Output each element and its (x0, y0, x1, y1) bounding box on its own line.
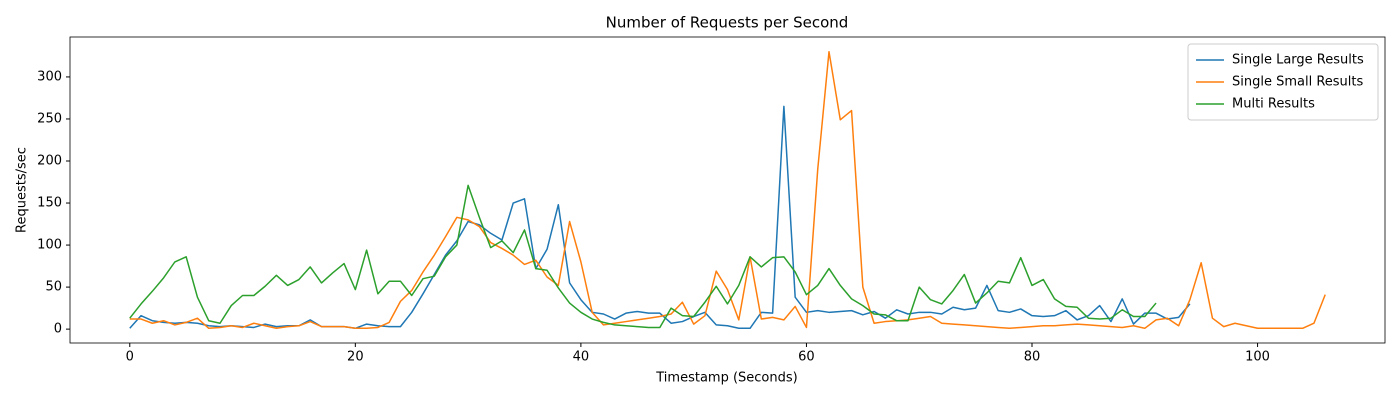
x-tick-label: 100 (1245, 350, 1270, 365)
x-tick-label: 80 (1024, 350, 1041, 365)
chart-title: Number of Requests per Second (606, 14, 849, 32)
plot-frame (69, 36, 1386, 344)
x-axis-label: Timestamp (Seconds) (655, 371, 797, 386)
x-tick-label: 0 (126, 350, 134, 365)
y-tick-label: 50 (45, 280, 62, 295)
x-tick-label: 40 (573, 350, 590, 365)
y-tick-label: 150 (37, 196, 62, 211)
legend-box (1187, 43, 1379, 121)
y-tick-label: 250 (37, 111, 62, 126)
y-tick-label: 0 (54, 322, 62, 337)
legend-label: Multi Results (1232, 97, 1315, 112)
legend-label: Single Large Results (1232, 53, 1364, 68)
x-tick-label: 60 (798, 350, 815, 365)
series-line (129, 50, 1326, 330)
y-tick-label: 300 (37, 69, 62, 84)
legend-label: Single Small Results (1232, 75, 1364, 90)
x-tick-label: 20 (347, 350, 364, 365)
y-tick-label: 100 (37, 238, 62, 253)
y-tick-label: 200 (37, 153, 62, 168)
series-line (129, 105, 1191, 330)
y-axis-label: Requests/sec (15, 147, 30, 233)
series-line (129, 184, 1157, 329)
